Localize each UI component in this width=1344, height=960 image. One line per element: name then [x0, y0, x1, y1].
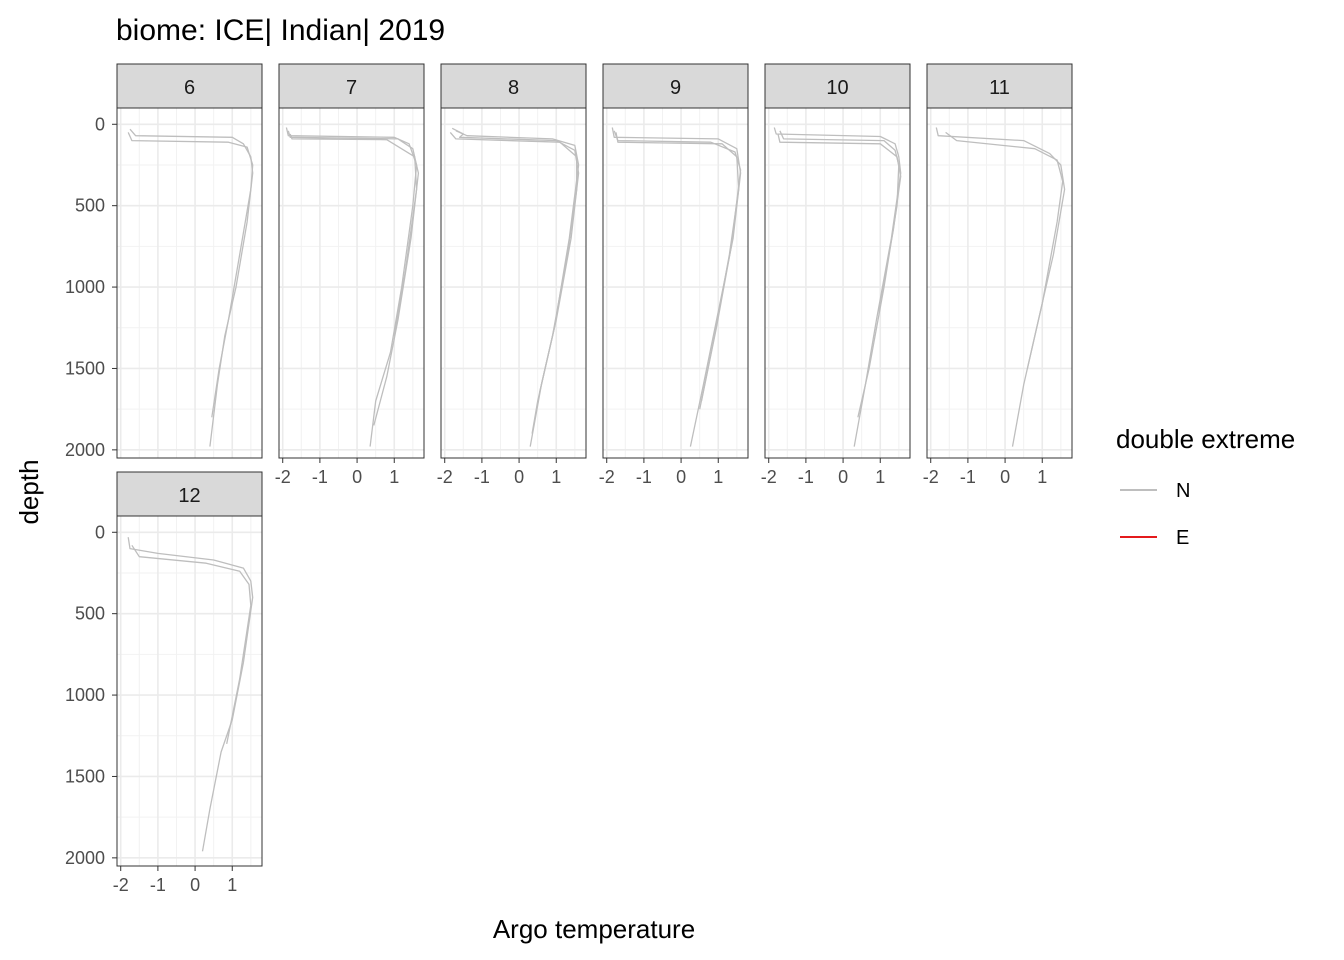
facet-strip-label: 12	[178, 485, 200, 507]
series-line-N-2	[613, 130, 742, 402]
panel-background	[117, 108, 262, 458]
series-line-N-0	[127, 537, 254, 852]
series-line-N-0	[773, 127, 902, 447]
facet-strip-label: 6	[184, 77, 195, 99]
gridlines	[117, 108, 262, 458]
x-tick-label: -2	[761, 467, 777, 487]
y-tick-label: 500	[75, 604, 105, 624]
x-tick-label: -1	[798, 467, 814, 487]
panel-border	[764, 107, 911, 459]
legend: double extreme N E	[1116, 424, 1295, 549]
facet-panel-8: 8 -2 -1 0 1	[437, 63, 587, 487]
facet-strip-label: 9	[670, 77, 681, 99]
facet-strip-label: 7	[346, 77, 357, 99]
panel-border	[926, 107, 1073, 459]
x-tick-label: 0	[514, 467, 524, 487]
panel-background	[279, 108, 424, 458]
facet-panel-11: 11 -2 -1 0 1	[923, 63, 1073, 487]
x-tick-label: 0	[838, 467, 848, 487]
x-tick-label: 0	[190, 875, 200, 895]
x-tick-label: 1	[875, 467, 885, 487]
facet-strip	[602, 63, 749, 109]
x-tick-label: 1	[1037, 467, 1047, 487]
facet-panel-12: 12 0 500 1000 1500 2000 -2 -1 0 1	[65, 471, 263, 895]
y-tick-label: 1000	[65, 685, 105, 705]
facet-strip	[764, 63, 911, 109]
y-tick-label: 1500	[65, 358, 105, 378]
panel-background	[927, 108, 1072, 458]
series-line-N-2	[455, 130, 580, 394]
y-tick-label: 0	[95, 522, 105, 542]
panel-border	[278, 107, 425, 459]
x-tick-label: -1	[474, 467, 490, 487]
gridlines	[279, 108, 424, 458]
facet-strip-label: 10	[826, 77, 848, 99]
facet-panel-6: 6 0 500 1000 1500 2000	[65, 63, 263, 460]
panel-background	[117, 516, 262, 866]
x-tick-label: -1	[312, 467, 328, 487]
x-tick-label: 1	[551, 467, 561, 487]
series-line-N-1	[945, 131, 1064, 369]
x-tick-label: -2	[437, 467, 453, 487]
gridlines	[117, 516, 262, 866]
y-tick-label: 1500	[65, 766, 105, 786]
series-line-N-1	[127, 132, 254, 418]
panel-background	[441, 108, 586, 458]
y-tick-label: 0	[95, 114, 105, 134]
x-tick-label: 0	[352, 467, 362, 487]
series-line-N-0	[285, 127, 418, 447]
y-axis-title: depth	[14, 459, 44, 524]
panel-border	[116, 515, 263, 867]
x-tick-label: 1	[227, 875, 237, 895]
y-tick-label: 500	[75, 196, 105, 216]
x-tick-label: 1	[713, 467, 723, 487]
x-tick-label: -2	[275, 467, 291, 487]
x-tick-label: -1	[636, 467, 652, 487]
facet-panel-7: 7 -2 -1 0 1	[275, 63, 425, 487]
x-tick-label: -2	[599, 467, 615, 487]
facet-panel-9: 9 -2 -1 0 1	[599, 63, 749, 487]
y-tick-label: 1000	[65, 277, 105, 297]
legend-label-n: N	[1176, 480, 1190, 502]
x-tick-label: 1	[389, 467, 399, 487]
series-line-N-1	[131, 544, 252, 745]
y-tick-label: 2000	[65, 848, 105, 868]
x-tick-label: -1	[960, 467, 976, 487]
series-line-N-1	[287, 130, 420, 426]
legend-title: double extreme	[1116, 424, 1295, 454]
x-tick-label: -1	[150, 875, 166, 895]
y-tick-label: 2000	[65, 440, 105, 460]
panel-background	[765, 108, 910, 458]
x-axis-title: Argo temperature	[493, 914, 695, 944]
panel-border	[116, 107, 263, 459]
panel-background	[603, 108, 748, 458]
series-line-N-2	[289, 133, 418, 337]
x-tick-label: -2	[113, 875, 129, 895]
gridlines	[603, 108, 748, 458]
x-tick-label: 0	[1000, 467, 1010, 487]
facet-strip-label: 8	[508, 77, 519, 99]
legend-label-e: E	[1176, 527, 1189, 549]
chart-title: biome: ICE| Indian| 2019	[116, 14, 445, 47]
panel-border	[602, 107, 749, 459]
facet-strip	[440, 63, 587, 109]
facet-strip	[926, 63, 1073, 109]
facet-panel-10: 10 -2 -1 0 1	[761, 63, 911, 487]
x-tick-label: -2	[923, 467, 939, 487]
gridlines	[441, 108, 586, 458]
gridlines	[927, 108, 1072, 458]
facet-strip	[116, 63, 263, 109]
x-tick-label: 0	[676, 467, 686, 487]
facet-strip	[278, 63, 425, 109]
panel-border	[440, 107, 587, 459]
series-line-N-2	[777, 133, 902, 312]
facet-strip-label: 11	[989, 77, 1010, 99]
